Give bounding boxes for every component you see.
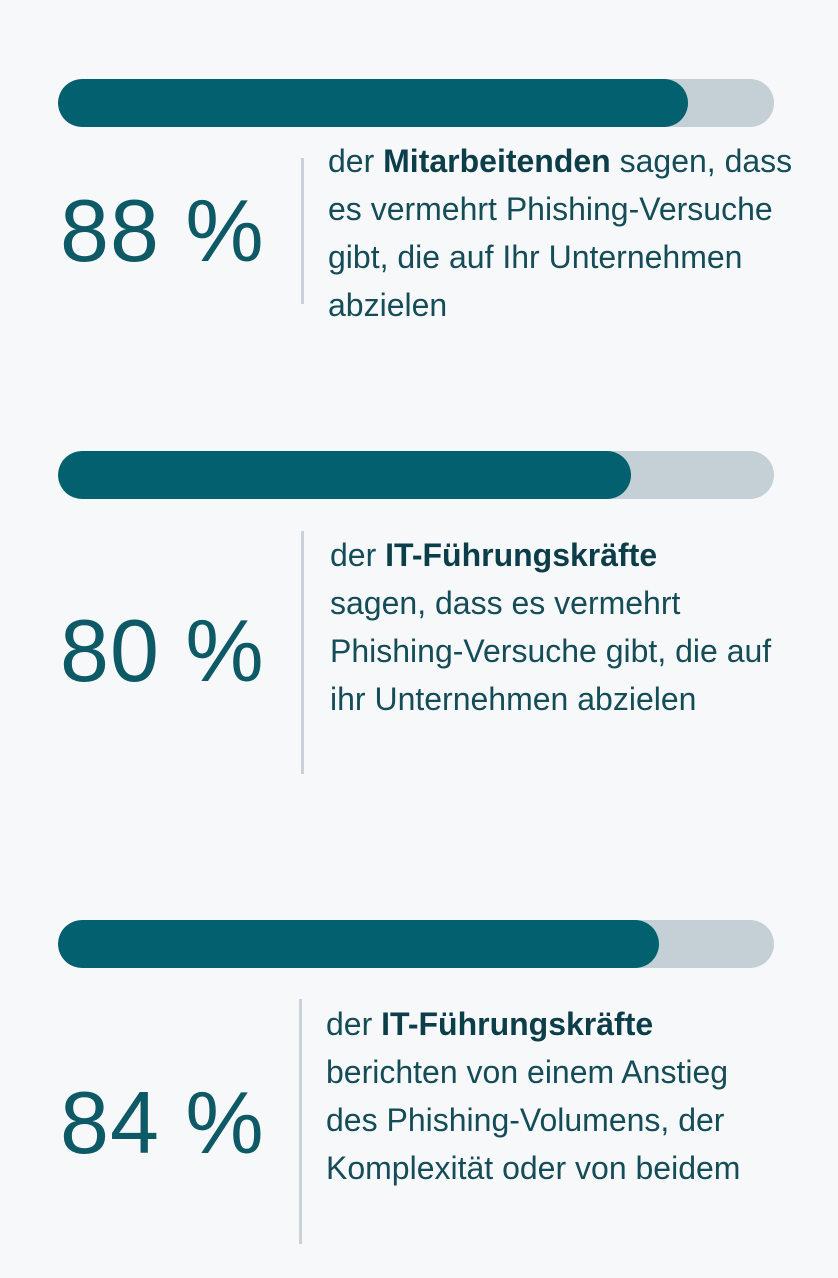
progress-track bbox=[58, 79, 774, 127]
description-prefix: der bbox=[330, 537, 377, 573]
description-emphasis: IT-Führungskräfte bbox=[381, 1006, 654, 1042]
stat-description: der IT-Führungskräfte sagen, dass es ver… bbox=[330, 531, 780, 723]
percentage-value: 88 % bbox=[60, 181, 265, 280]
description-prefix: der bbox=[328, 143, 375, 179]
stat-block: 80 % der IT-Führungskräfte sagen, dass e… bbox=[0, 0, 838, 774]
progress-fill bbox=[58, 79, 689, 127]
percentage-value: 80 % bbox=[60, 601, 265, 700]
description-text: berichten von einem Anstieg des Phishing… bbox=[326, 1054, 741, 1186]
description-emphasis: Mitarbeitenden bbox=[383, 143, 611, 179]
description-text: sagen, dass es vermehrt Phishing-Versuch… bbox=[330, 585, 772, 717]
divider bbox=[299, 999, 302, 1244]
progress-fill bbox=[58, 920, 660, 968]
stat-block: 88 % der Mitarbeitenden sagen, dass es v… bbox=[0, 0, 838, 400]
progress-track bbox=[58, 920, 774, 968]
description-emphasis: IT-Führungskräfte bbox=[385, 537, 658, 573]
stat-description: der Mitarbeitenden sagen, dass es vermeh… bbox=[328, 137, 798, 329]
progress-fill bbox=[58, 451, 631, 499]
divider bbox=[301, 158, 304, 304]
stat-block: 84 % der IT-Führungskräfte berichten von… bbox=[0, 0, 838, 1244]
stat-description: der IT-Führungskräfte berichten von eine… bbox=[326, 1000, 788, 1192]
divider bbox=[301, 531, 304, 774]
progress-track bbox=[58, 451, 774, 499]
description-prefix: der bbox=[326, 1006, 373, 1042]
description-text: sagen, dass es vermehrt Phishing-Versuch… bbox=[328, 143, 793, 323]
percentage-value: 84 % bbox=[60, 1073, 265, 1172]
